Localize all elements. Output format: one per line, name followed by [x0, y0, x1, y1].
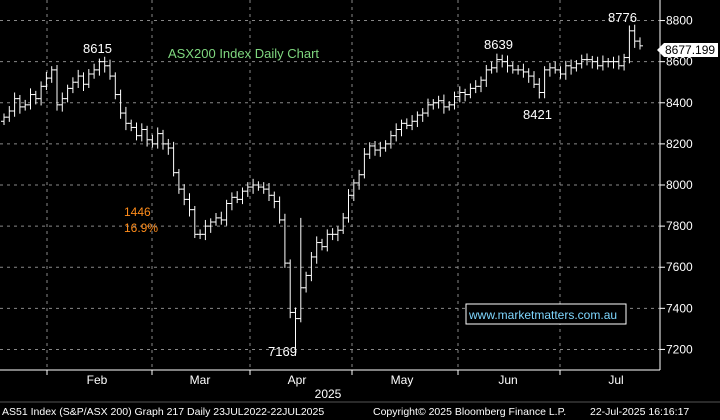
x-axis-year: 2025: [315, 387, 342, 401]
x-tick-label: Jul: [608, 373, 623, 387]
annotation-drop-percent: 16.9%: [124, 221, 158, 235]
x-tick-label: Feb: [87, 373, 108, 387]
y-tick-label: 7800: [666, 219, 693, 233]
watermark-text: www.marketmatters.com.au: [468, 308, 617, 322]
chart-title: ASX200 Index Daily Chart: [168, 46, 319, 61]
y-tick-label: 8200: [666, 137, 693, 151]
price-bars: [1, 24, 643, 356]
chart-gridlines: [0, 0, 660, 370]
annotation-apr-low: 7169: [268, 344, 297, 359]
y-tick-label: 7400: [666, 301, 693, 315]
last-price-label: 8677.199: [657, 43, 718, 57]
footer-copyright: Copyright© 2025 Bloomberg Finance L.P.: [373, 406, 566, 418]
annotation-jul-high: 8776: [608, 10, 637, 25]
y-tick-label: 8000: [666, 178, 693, 192]
annotation-feb-high: 8615: [83, 41, 112, 56]
y-axis: 7200 7400 7600 7800 8000 8200 8400 8600 8800: [659, 0, 693, 370]
last-price-value: 8677.199: [665, 43, 715, 57]
watermark-box: www.marketmatters.com.au: [465, 303, 627, 325]
x-tick-label: May: [391, 373, 414, 387]
footer-timestamp: 22-Jul-2025 16:16:17: [590, 406, 689, 418]
x-tick-label: Jun: [498, 373, 517, 387]
y-tick-label: 8400: [666, 96, 693, 110]
y-tick-label: 8600: [666, 55, 693, 69]
y-tick-label: 7200: [666, 342, 693, 356]
footer-left: AS51 Index (S&P/ASX 200) Graph 217 Daily…: [2, 406, 324, 418]
y-tick-label: 8800: [666, 14, 693, 28]
annotation-jun-high: 8639: [484, 37, 513, 52]
annotation-jun-low: 8421: [523, 107, 552, 122]
x-tick-label: Apr: [288, 373, 307, 387]
y-tick-label: 7600: [666, 260, 693, 274]
x-axis: Feb Mar Apr May Jun Jul: [0, 369, 660, 387]
annotation-drop-points: 1446: [124, 205, 151, 219]
x-tick-label: Mar: [190, 373, 211, 387]
